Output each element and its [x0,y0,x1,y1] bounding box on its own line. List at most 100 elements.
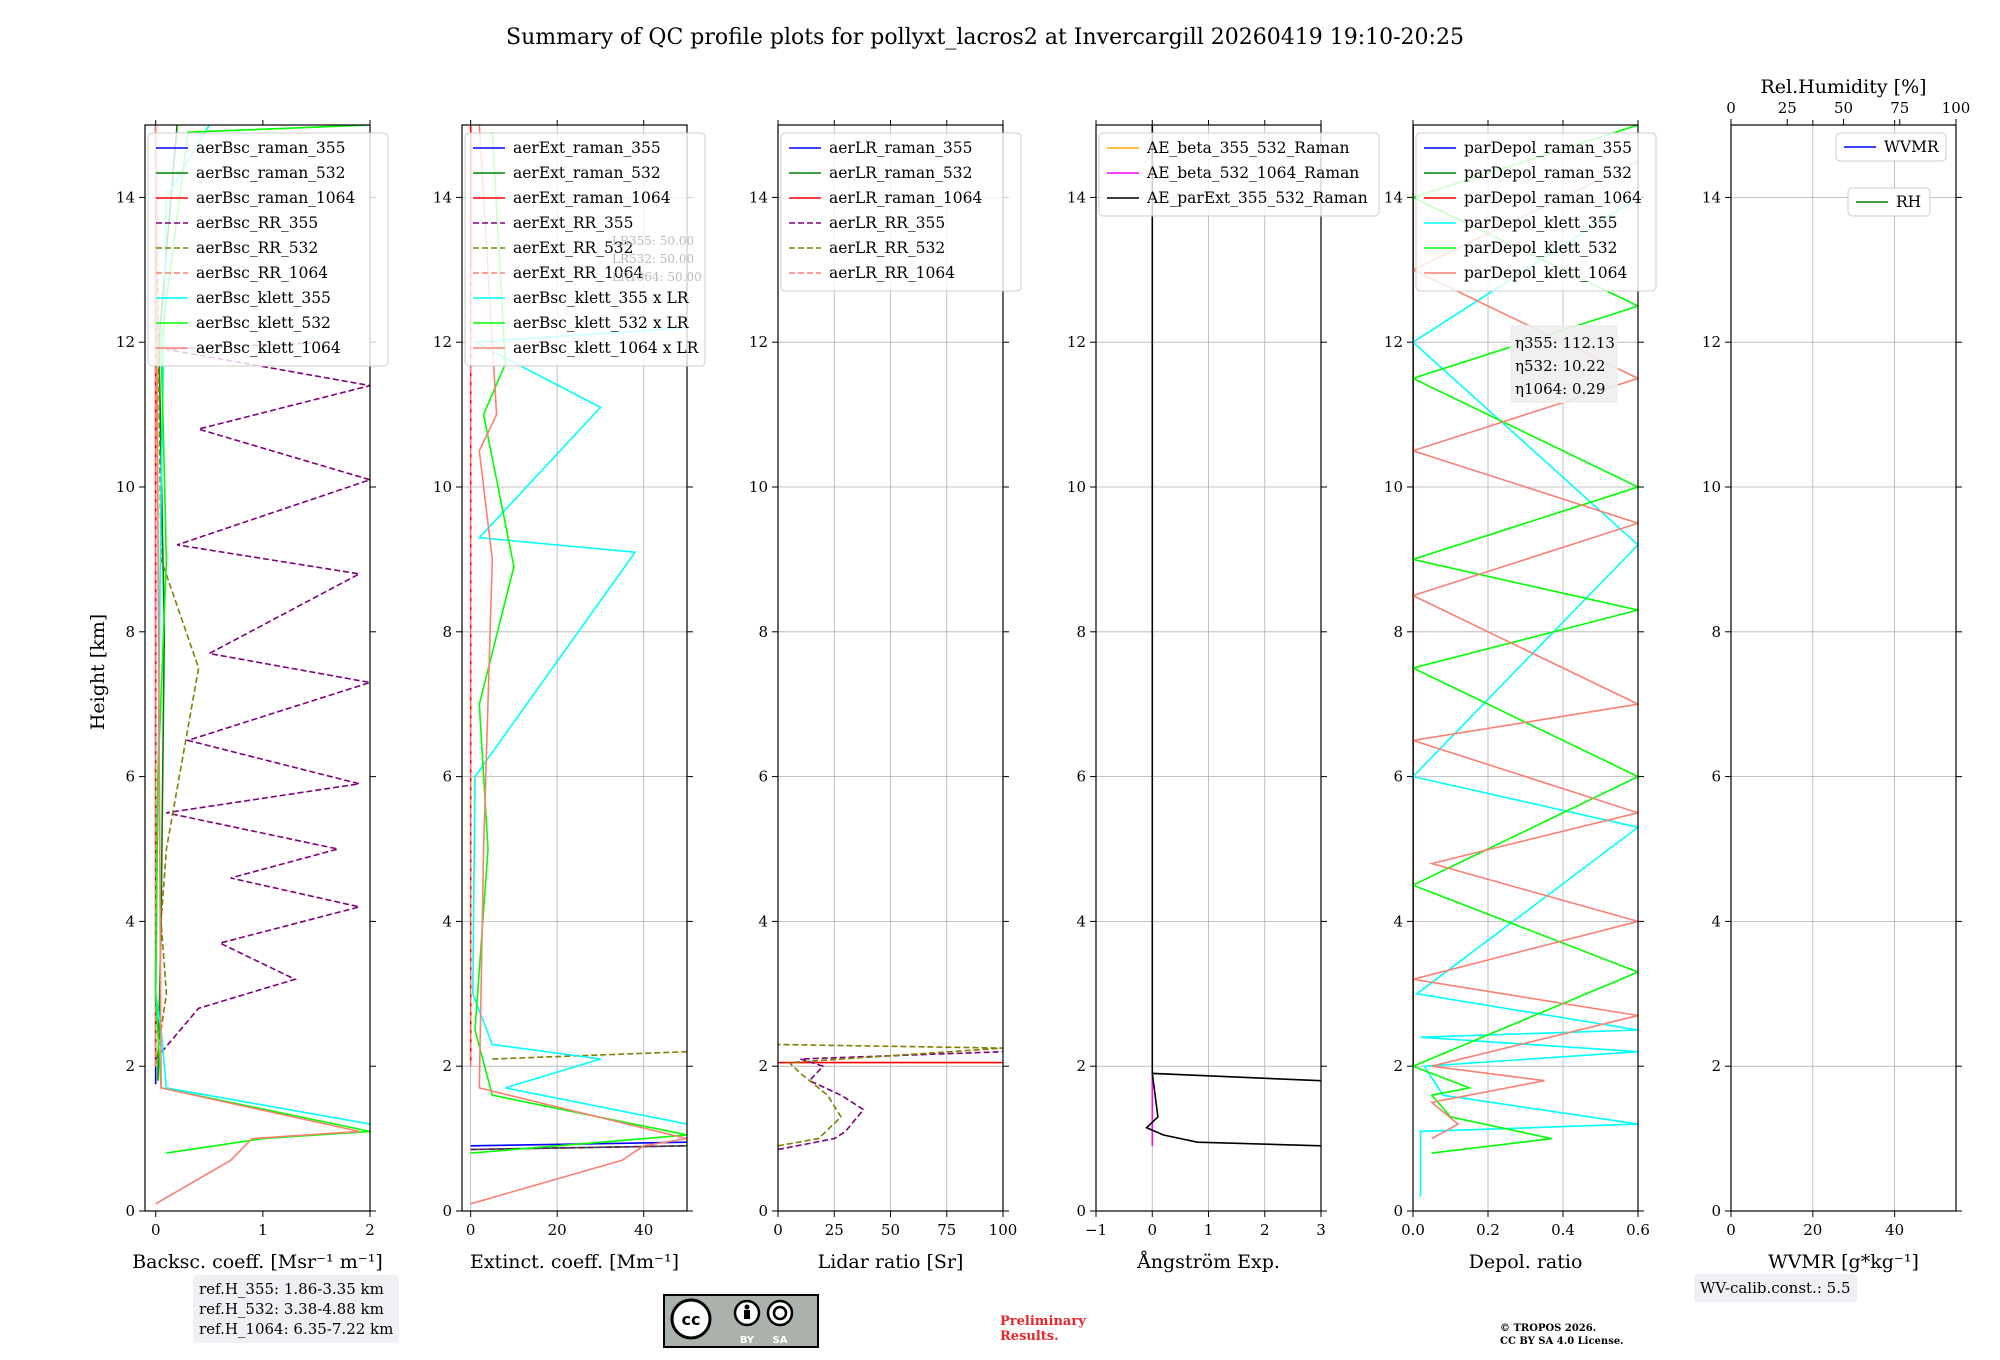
lidar-ratio-annotation: LR355: 50.00 [612,234,694,248]
x-tick-label: 0.4 [1551,1221,1575,1239]
legend-label: aerLR_raman_1064 [829,189,982,207]
series-line-aerBsc_RR_355 [155,341,370,1060]
x-tick-label: 0.2 [1476,1221,1500,1239]
legend-label: aerLR_raman_355 [829,139,972,157]
cc-circle-icon [670,1298,712,1340]
preliminary-line-1: Preliminary [1000,1314,1086,1329]
x-axis-label: Ångström Exp. [1136,1251,1280,1273]
x-tick-label: 0 [1726,1221,1736,1239]
legend-label: parDepol_raman_1064 [1464,189,1642,207]
top-x-tick-label: 50 [1834,99,1853,117]
x-tick-label: 2 [1260,1221,1270,1239]
legend-label: parDepol_klett_355 [1464,214,1617,232]
legend-box [1415,132,1657,292]
x-tick-label: 25 [825,1221,844,1239]
legend-box [1835,132,1947,162]
license-line-1: © TROPOS 2026. [1500,1323,1597,1334]
lidar-ratio-annotation: LR532: 50.00 [612,252,694,266]
legend-label: aerBsc_klett_532 x LR [513,314,690,332]
panel-extinction: 0 20 40 0 2 4 6 8 10 12 14 Extinct. coeff. [Mm⁻¹] ae… [433,120,706,1273]
legend-box [1847,187,1931,217]
legend-label: parDepol_raman_355 [1464,139,1632,157]
ref-height-532: ref.H_532: 3.38-4.88 km [199,1300,384,1318]
legend-label: aerExt_raman_355 [513,139,661,157]
series-line-aerExt_RR_355 [470,1145,687,1151]
legend-box [780,132,1022,292]
x-axis-label: Extinct. coeff. [Mm⁻¹] [470,1251,679,1273]
legend-label: aerBsc_RR_1064 [196,264,328,282]
y-tick-label: 0 [1393,1202,1403,1220]
y-tick-label: 10 [116,478,135,496]
x-tick-label: 0 [773,1221,783,1239]
legend-box [464,132,706,367]
svg-text:SA: SA [773,1335,788,1346]
y-tick-label: 0 [442,1202,452,1220]
reference-heights-box: ref.H_355: 1.86-3.35 km ref.H_532: 3.38-… [193,1275,400,1343]
legend-label: AE_beta_532_1064_Raman [1146,164,1359,182]
x-tick-label: 50 [881,1221,900,1239]
x-tick-label: 0.0 [1401,1221,1425,1239]
series-line-aerLR_RR_532 [778,1043,1003,1147]
x-tick-label: −1 [1085,1221,1107,1239]
x-tick-label: 40 [634,1221,653,1239]
x-tick-label: 2 [365,1221,375,1239]
legend-label: aerBsc_klett_355 [196,289,331,307]
x-axis-label: Depol. ratio [1469,1251,1583,1273]
y-tick-label: 4 [1393,912,1403,930]
x-tick-label: 3 [1316,1221,1326,1239]
legend-label: aerBsc_klett_1064 [196,339,341,357]
y-tick-label: 0 [1076,1202,1086,1220]
top-x-tick-label: 100 [1942,99,1971,117]
y-tick-label: 4 [1076,912,1086,930]
axes-frame [1730,124,1957,1212]
x-tick-label: 0.6 [1626,1221,1650,1239]
y-tick-label: 12 [116,333,135,351]
y-tick-label: 2 [1076,1057,1086,1075]
y-tick-label: 4 [125,912,135,930]
x-tick-label: 1 [258,1221,268,1239]
svg-text:BY: BY [740,1335,755,1346]
y-tick-label: 0 [125,1202,135,1220]
x-tick-label: 0 [1147,1221,1157,1239]
y-tick-label: 6 [1076,768,1086,786]
eta-annotation: η355: 112.13 [1515,334,1615,352]
legend-label: AE_parExt_355_532_Raman [1146,189,1368,207]
lidar-ratio-annotation: LR1064: 50.00 [612,270,702,284]
legend-label: aerExt_RR_1064 [513,264,644,282]
license-note: © TROPOS 2026. CC BY SA 4.0 License. [1500,1322,1624,1348]
top-x-tick-label: 25 [1778,99,1797,117]
series-group [1145,125,1321,1147]
series-line-parDepol_klett_355 [1413,196,1638,1197]
y-tick-label: 4 [758,912,768,930]
legend-label: AE_beta_355_532_Raman [1146,139,1349,157]
preliminary-note: Preliminary Results. [1000,1314,1086,1344]
series-line-parDepol_klett_1064 [1413,160,1638,1140]
y-tick-label: 14 [1067,188,1086,206]
legend-label: aerBsc_RR_355 [196,214,318,232]
top-x-tick-label: 75 [1890,99,1909,117]
y-tick-label: 14 [1702,188,1721,206]
y-tick-label: 0 [758,1202,768,1220]
y-tick-label: 14 [433,188,452,206]
legend-label: aerExt_RR_355 [513,214,634,232]
y-tick-label: 14 [116,188,135,206]
y-tick-label: 12 [1384,333,1403,351]
legend-label: aerLR_raman_532 [829,164,972,182]
ref-height-1064: ref.H_1064: 6.35-7.22 km [199,1320,394,1338]
x-tick-label: 1 [1204,1221,1214,1239]
series-group [1413,125,1638,1197]
y-tick-label: 14 [1384,188,1403,206]
eta-annotation: η532: 10.22 [1515,357,1605,375]
legend-label: aerBsc_raman_355 [196,139,346,157]
x-tick-label: 40 [1885,1221,1904,1239]
legend-label: aerLR_RR_532 [829,239,945,257]
legend-label: aerBsc_raman_532 [196,164,346,182]
eta-annotation: η1064: 0.29 [1515,380,1605,398]
legend-label: aerBsc_klett_532 [196,314,331,332]
legend-label: RH [1896,193,1921,211]
y-tick-label: 10 [1702,478,1721,496]
x-axis-label: WVMR [g*kg⁻¹] [1768,1251,1919,1273]
series-line-AE_parExt_355_532_Raman [1145,125,1321,1147]
